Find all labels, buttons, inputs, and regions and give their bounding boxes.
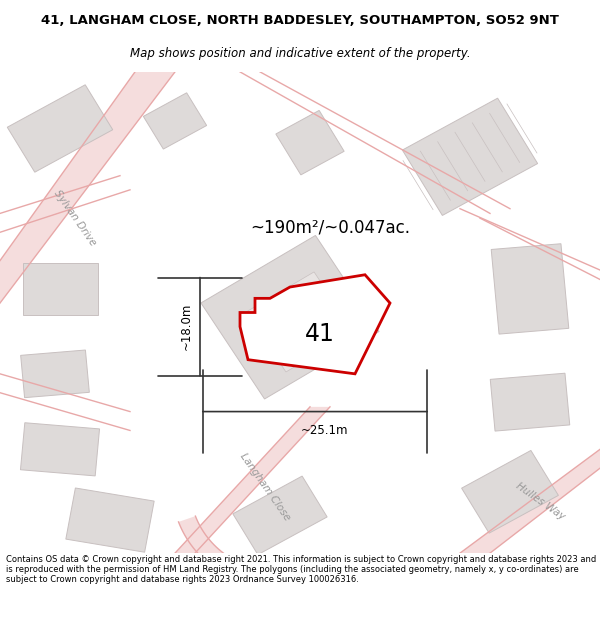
Polygon shape — [403, 98, 538, 216]
Polygon shape — [0, 72, 175, 303]
Polygon shape — [20, 422, 100, 476]
Polygon shape — [20, 350, 89, 398]
Polygon shape — [143, 92, 206, 149]
Text: ~25.1m: ~25.1m — [301, 424, 349, 437]
Text: ~18.0m: ~18.0m — [179, 303, 193, 351]
Polygon shape — [276, 111, 344, 175]
Text: ~190m²/~0.047ac.: ~190m²/~0.047ac. — [250, 219, 410, 237]
Text: 41: 41 — [305, 322, 335, 346]
Text: Map shows position and indicative extent of the property.: Map shows position and indicative extent… — [130, 48, 470, 61]
Text: Langham Close: Langham Close — [238, 451, 292, 522]
Polygon shape — [490, 373, 570, 431]
Polygon shape — [240, 275, 390, 374]
Text: Hulles Way: Hulles Way — [514, 481, 566, 522]
Text: Sylvan Drive: Sylvan Drive — [52, 188, 98, 248]
Polygon shape — [66, 488, 154, 552]
Polygon shape — [491, 244, 569, 334]
Polygon shape — [201, 236, 379, 399]
Polygon shape — [460, 449, 600, 553]
Polygon shape — [7, 85, 113, 172]
Polygon shape — [461, 451, 559, 533]
Text: Contains OS data © Crown copyright and database right 2021. This information is : Contains OS data © Crown copyright and d… — [6, 554, 596, 584]
Polygon shape — [175, 407, 330, 553]
Polygon shape — [246, 272, 354, 372]
Polygon shape — [179, 516, 265, 588]
Text: 41, LANGHAM CLOSE, NORTH BADDESLEY, SOUTHAMPTON, SO52 9NT: 41, LANGHAM CLOSE, NORTH BADDESLEY, SOUT… — [41, 14, 559, 27]
Polygon shape — [233, 476, 327, 554]
Polygon shape — [23, 263, 97, 315]
